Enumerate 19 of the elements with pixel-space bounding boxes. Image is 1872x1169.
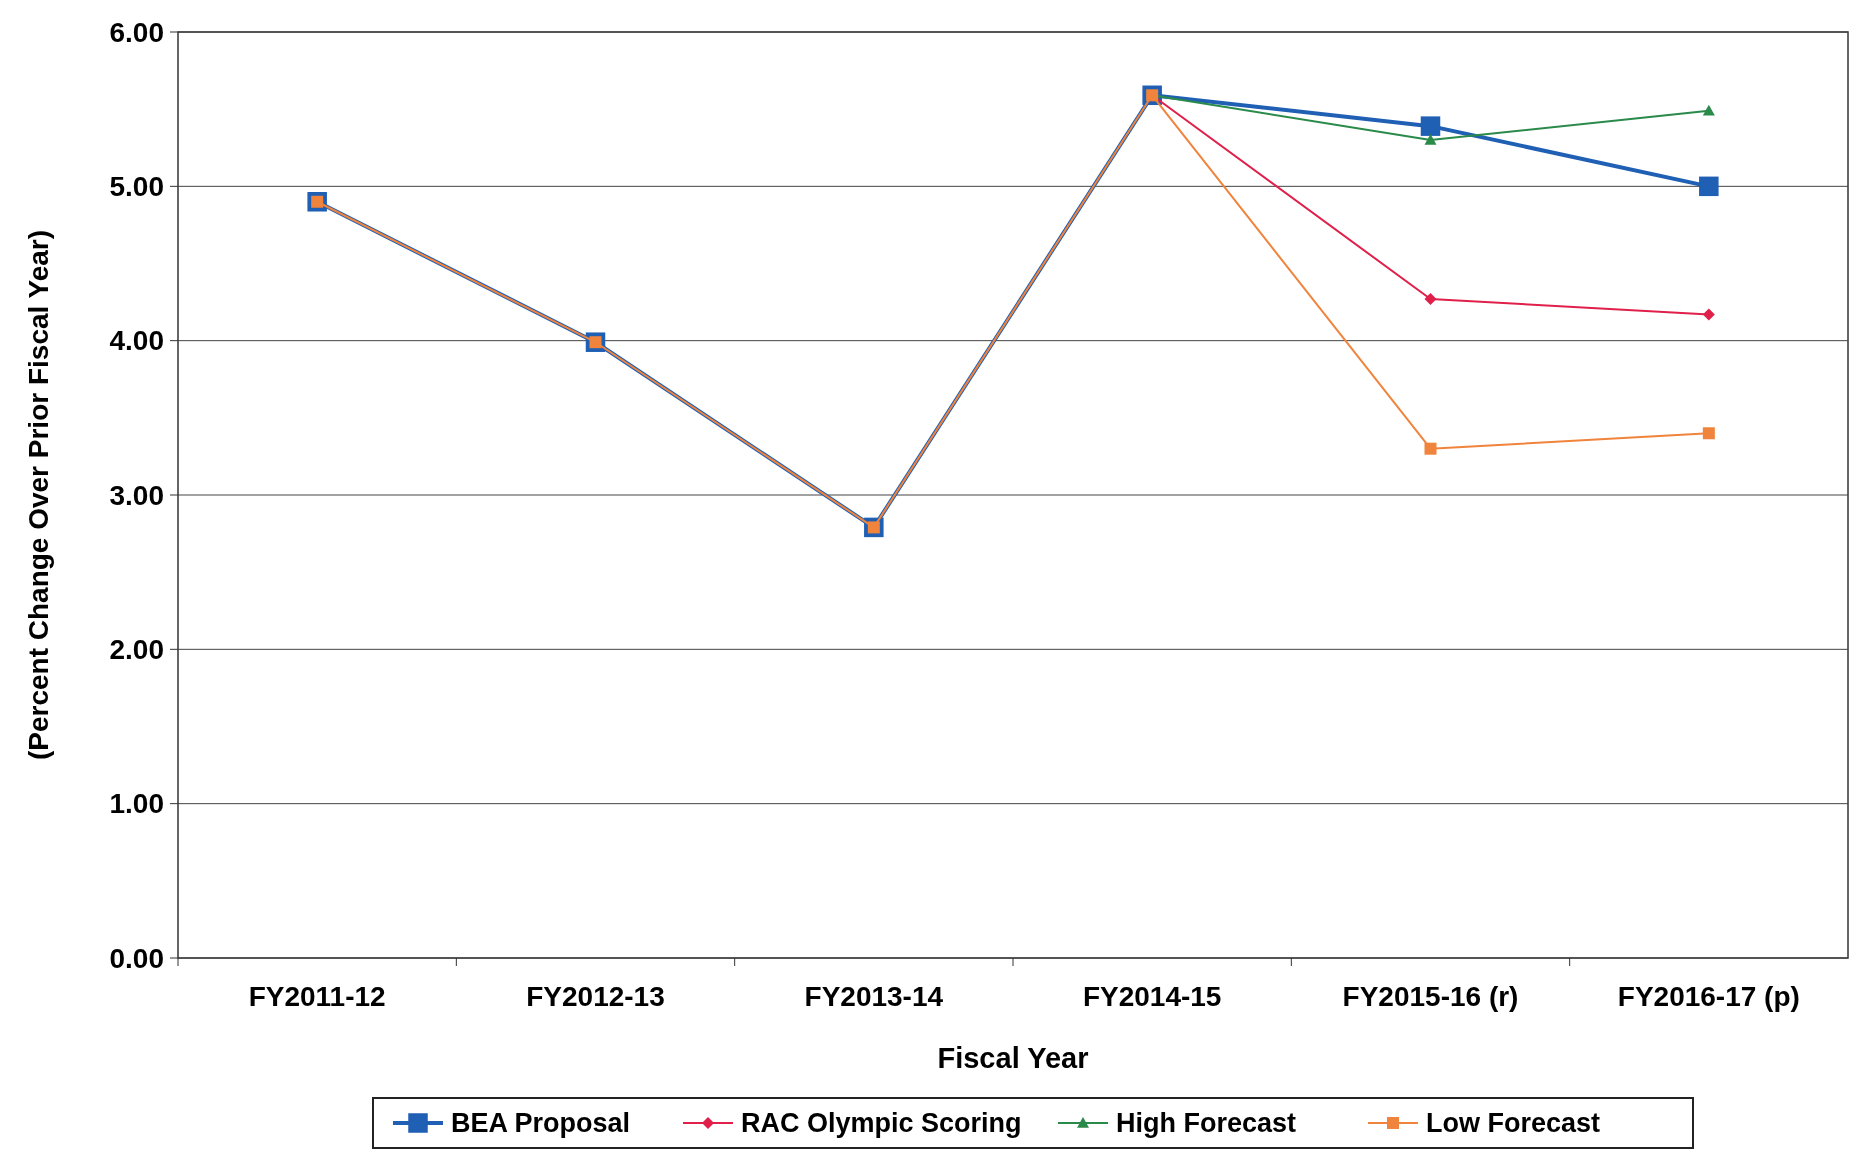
y-tick-label: 4.00 [109, 325, 164, 357]
x-tick-label: FY2012-13 [526, 981, 665, 1012]
x-tick-label: FY2011-12 [248, 981, 386, 1012]
y-axis-title: (Percent Change Over Prior Fiscal Year) [23, 229, 54, 761]
legend-label: BEA Proposal [451, 1108, 631, 1139]
y-tick-label: 3.00 [109, 479, 164, 511]
legend-label: High Forecast [1116, 1108, 1297, 1139]
x-tick-label: FY2015-16 (r) [1342, 981, 1519, 1012]
legend-label: Low Forecast [1426, 1108, 1601, 1139]
y-tick-label: 6.00 [109, 16, 164, 48]
y-tick-label: 1.00 [109, 788, 164, 820]
x-axis-title: Fiscal Year [937, 1042, 1089, 1074]
y-tick-label: 0.00 [109, 942, 164, 974]
x-tick-label: FY2014-15 [1082, 981, 1222, 1012]
y-tick-label: 5.00 [109, 171, 164, 203]
y-tick-label: 2.00 [109, 634, 164, 666]
legend-label: RAC Olympic Scoring [741, 1108, 1022, 1139]
x-tick-label: FY2016-17 (p) [1617, 981, 1800, 1012]
x-tick-label: FY2013-14 [804, 981, 944, 1012]
